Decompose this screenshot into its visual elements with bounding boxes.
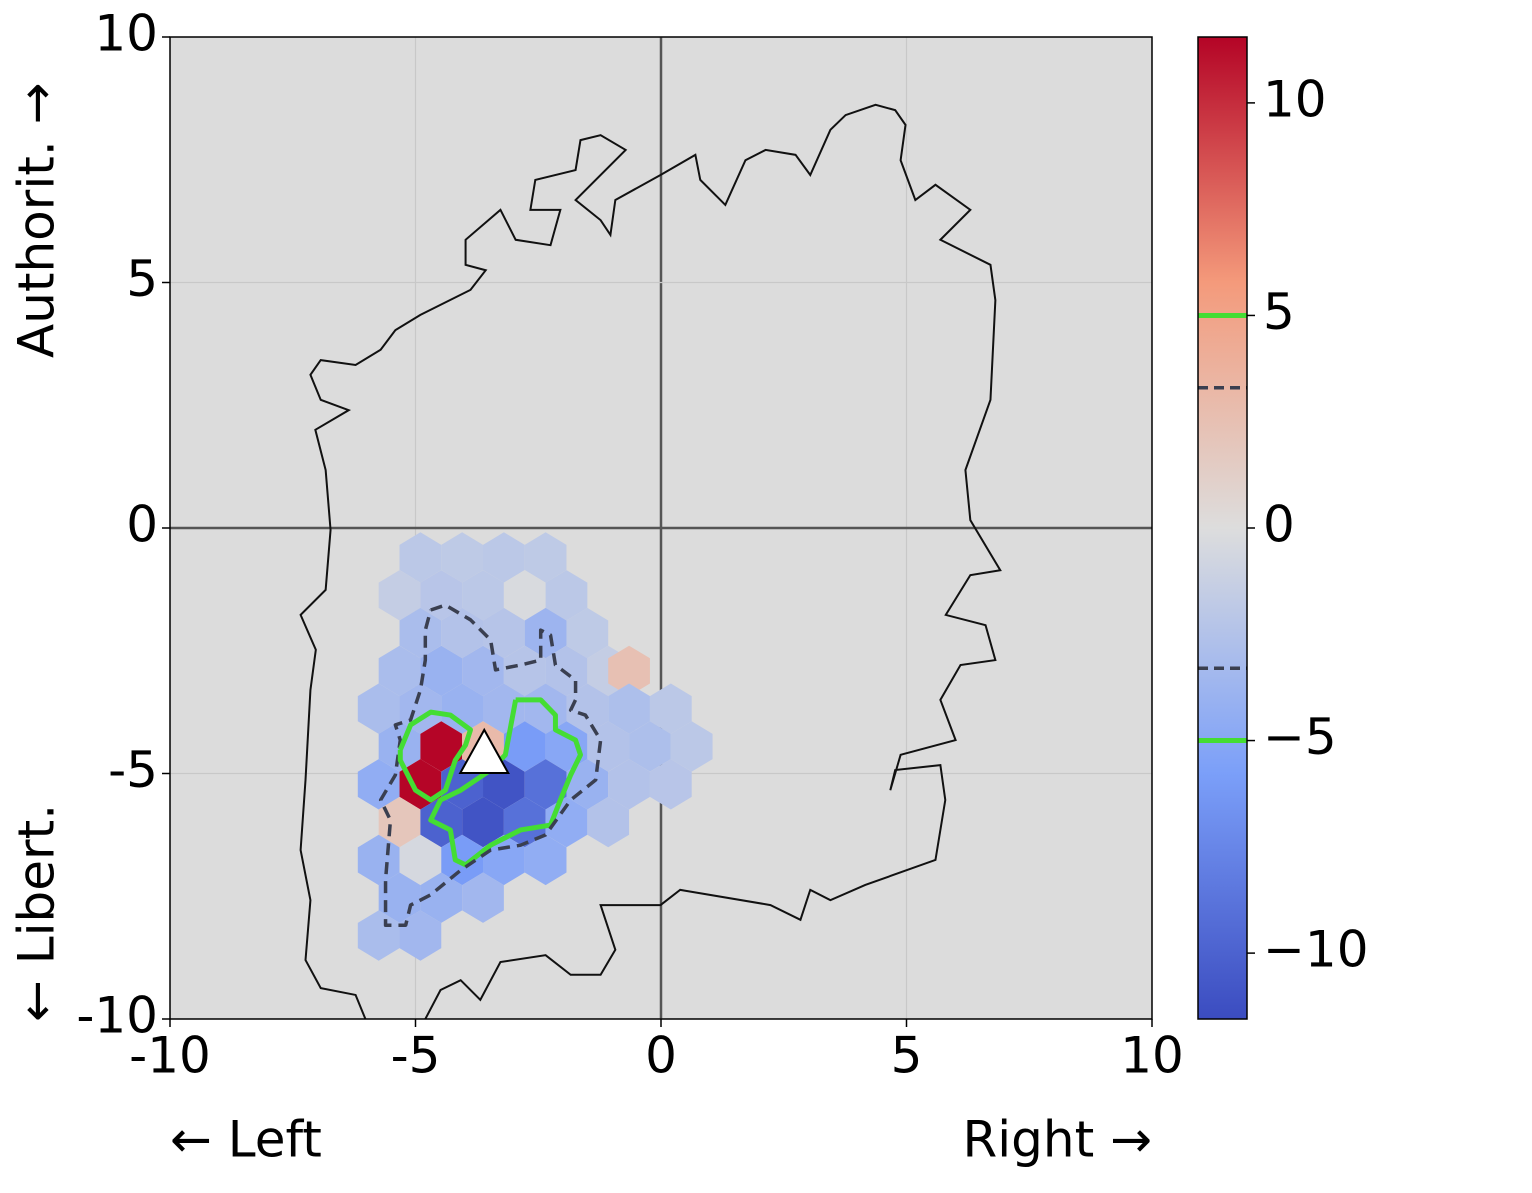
hexbin-cell [483, 532, 525, 583]
hexbin-cell [483, 607, 525, 659]
hexbin-cell [420, 872, 463, 923]
hexbin-cell [503, 721, 546, 772]
hexbin-cell [566, 607, 609, 659]
hexbin-cell [420, 645, 463, 697]
y-tick-label: -5 [108, 741, 158, 799]
contour-line [428, 697, 583, 868]
hexbin-cell [420, 721, 463, 772]
hexbin-cell [524, 607, 567, 659]
x-tick-label: 5 [891, 1027, 923, 1085]
x-tick-label: 0 [645, 1027, 677, 1085]
y-tick-label: 0 [126, 496, 158, 554]
hexbin-cell [545, 570, 588, 621]
hexbin-cell [462, 645, 504, 697]
hexbin-cell [399, 759, 442, 810]
hexbin-cell [399, 910, 442, 961]
y-tick-label: 5 [126, 250, 158, 308]
y-label-top: Authorit. → [8, 82, 66, 358]
hexbin-cell [587, 796, 630, 848]
hexbin-cell [378, 570, 421, 621]
hexbin-cell [608, 759, 650, 810]
hexbin-cell [649, 759, 692, 810]
hexbin-cell [357, 683, 400, 734]
colorbar-tick-label: −5 [1263, 708, 1337, 766]
hexbin-cell [670, 721, 713, 772]
hexbin-cell [462, 570, 504, 621]
hexbin-cell [503, 570, 546, 621]
hexbin-cell [357, 759, 400, 810]
contour-line [378, 603, 603, 927]
hexbin-cell [483, 834, 525, 886]
hexbin-cell [399, 834, 442, 886]
x-label-right: Right → [963, 1111, 1152, 1169]
contour-line [397, 709, 473, 803]
hexbin-cell [608, 683, 650, 734]
hexbin-cell [399, 607, 442, 659]
hexbin-cell [378, 645, 421, 697]
hexbin-cell [566, 683, 609, 734]
hexbin-cell [399, 532, 442, 583]
hexbin-cell [462, 796, 504, 848]
outline-contour [299, 103, 1002, 1019]
hexbin-cell [629, 721, 671, 772]
hexbin-cell [357, 910, 400, 961]
hexbin-cell [524, 834, 567, 886]
hexbin-cell [524, 759, 567, 810]
colorbar-tick-label: −10 [1263, 921, 1369, 979]
colorbar-tick-label: 10 [1263, 70, 1327, 128]
colorbar-tick-label: 0 [1263, 496, 1295, 554]
y-tick-label: 10 [94, 5, 158, 63]
hexbin-cell [524, 532, 567, 583]
hexbin-cell [483, 683, 525, 734]
y-tick-label: -10 [76, 987, 158, 1045]
x-label-left: ← Left [170, 1111, 322, 1169]
hexbin-cell [608, 645, 650, 697]
plot-frame [169, 36, 1153, 1020]
plot-area [170, 37, 1152, 1019]
hexbin-cell [441, 532, 484, 583]
hexbin-cell [503, 645, 546, 697]
hexbin-cell [649, 683, 692, 734]
hexbin-cell [441, 683, 484, 734]
x-tick-label: 10 [1120, 1027, 1184, 1085]
colorbar-tick-label: 5 [1263, 283, 1295, 341]
colorbar [1198, 37, 1247, 1019]
x-tick-label: -10 [129, 1027, 211, 1085]
x-tick-label: -5 [391, 1027, 441, 1085]
marker [458, 727, 510, 775]
y-label-bottom: ← Libert. [8, 804, 66, 1022]
hexbin-cell [462, 872, 504, 923]
